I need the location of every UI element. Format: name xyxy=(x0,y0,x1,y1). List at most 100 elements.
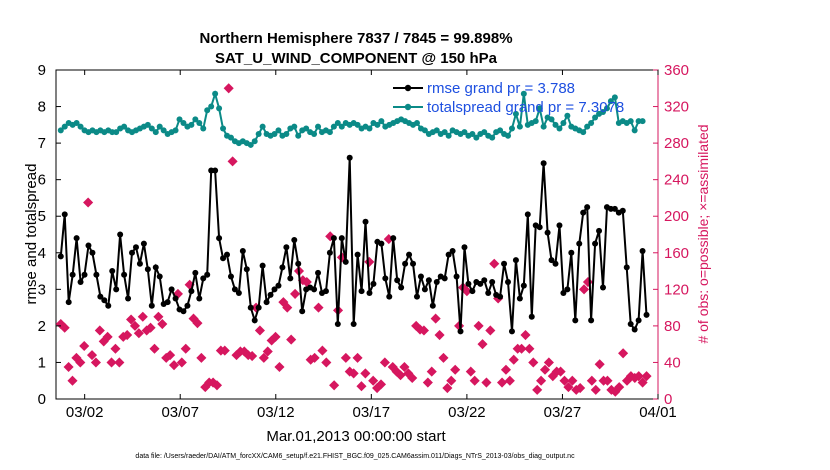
obs-marker xyxy=(286,334,297,345)
totalspread-point xyxy=(204,107,211,114)
y-tick-label: 3 xyxy=(38,281,46,298)
rmse-point xyxy=(259,262,266,269)
obs-marker xyxy=(192,318,203,329)
rmse-point xyxy=(481,277,488,284)
rmse-point xyxy=(394,277,401,284)
totalspread-point xyxy=(421,127,428,134)
totalspread-point xyxy=(441,129,448,136)
obs-marker xyxy=(79,340,90,352)
obs-marker xyxy=(418,325,429,336)
y-axis-right: 0 40 80 120 160 200 240 280 320 360 xyxy=(653,62,689,408)
y-axis-left: 0 1 2 3 4 5 6 7 8 9 xyxy=(38,62,61,408)
rmse-point xyxy=(216,235,223,242)
obs-marker xyxy=(137,311,148,322)
obs-marker xyxy=(356,381,367,392)
rmse-point xyxy=(342,258,349,265)
obs-marker xyxy=(563,382,574,393)
totalspread-point xyxy=(247,141,254,148)
obs-marker xyxy=(469,375,480,386)
rmse-point xyxy=(73,235,80,242)
totalspread-point xyxy=(113,129,120,136)
legend-rmse-marker xyxy=(404,84,412,92)
totalspread-point xyxy=(330,123,337,130)
totalspread-point xyxy=(61,123,68,130)
obs-marker xyxy=(567,375,578,386)
rmse-point xyxy=(568,249,575,256)
obs-marker xyxy=(438,352,449,363)
obs-marker xyxy=(278,297,289,308)
totalspread-point xyxy=(180,120,187,127)
rmse-point xyxy=(457,328,464,335)
rmse-point xyxy=(497,293,504,300)
rmse-point xyxy=(560,289,567,296)
rmse-point xyxy=(619,207,626,214)
totalspread-point xyxy=(508,125,515,132)
totalspread-point xyxy=(489,134,496,141)
rmse-point xyxy=(417,273,424,280)
obs-marker xyxy=(165,350,176,361)
legend: rmse grand pr = 3.788 totalspread grand … xyxy=(393,80,624,116)
rmse-point xyxy=(239,247,246,254)
rmse-point xyxy=(132,244,139,251)
rmse-point xyxy=(322,288,329,295)
rmse-point xyxy=(255,304,262,311)
totalspread-point xyxy=(334,120,341,127)
obs-marker xyxy=(368,375,379,386)
rmse-point xyxy=(168,286,175,293)
totalspread-point xyxy=(283,130,290,137)
rmse-point xyxy=(251,317,258,324)
totalspread-point xyxy=(584,123,591,130)
totalspread-point xyxy=(200,125,207,132)
rmse-point xyxy=(425,277,432,284)
obs-marker xyxy=(543,357,554,368)
obs-marker xyxy=(536,375,547,386)
obs-marker xyxy=(67,375,78,386)
obs-marker xyxy=(223,83,234,94)
obs-marker xyxy=(555,366,566,377)
obs-marker xyxy=(516,343,527,354)
rmse-point xyxy=(512,257,519,264)
y-tick-label: 6 xyxy=(38,172,46,189)
rmse-point xyxy=(291,236,298,243)
obs-marker xyxy=(489,258,500,269)
totalspread-point xyxy=(556,125,563,132)
obs-marker xyxy=(180,343,191,354)
totalspread-point xyxy=(291,123,298,130)
rmse-point xyxy=(129,249,136,256)
totalspread-point xyxy=(413,120,420,127)
rmse-point xyxy=(584,204,591,211)
totalspread-point xyxy=(251,138,258,145)
obs-marker xyxy=(524,343,535,354)
rmse-point xyxy=(429,302,436,309)
rmse-point xyxy=(224,251,231,258)
rmse-point xyxy=(227,273,234,280)
y-tick-label: 8 xyxy=(38,99,46,116)
rmse-point xyxy=(540,160,547,167)
rmse-point xyxy=(330,235,337,242)
rmse-point xyxy=(85,242,92,249)
rmse-point xyxy=(362,218,369,225)
legend-spread-label: totalspread grand pr = 7.3078 xyxy=(427,99,624,116)
obs-marker xyxy=(575,382,586,394)
rmse-point xyxy=(97,293,104,300)
obs-marker xyxy=(145,322,156,333)
totalspread-point xyxy=(532,118,539,125)
rmse-point xyxy=(445,251,452,258)
rmse-point xyxy=(433,279,440,286)
obs-marker xyxy=(301,276,312,288)
totalspread-point xyxy=(144,121,151,128)
totalspread-point xyxy=(121,123,128,130)
obs-marker xyxy=(86,350,98,361)
rmse-point xyxy=(140,240,147,247)
rmse-point xyxy=(172,295,179,302)
obs-marker xyxy=(442,382,453,394)
obs-marker xyxy=(157,319,168,330)
obs-marker xyxy=(434,329,445,341)
obs-marker xyxy=(274,361,285,373)
rmse-point xyxy=(623,264,630,271)
rmse-point xyxy=(196,295,203,302)
rmse-point xyxy=(516,295,523,302)
obs-marker xyxy=(106,357,117,368)
y-right-tick-label: 160 xyxy=(664,245,689,262)
